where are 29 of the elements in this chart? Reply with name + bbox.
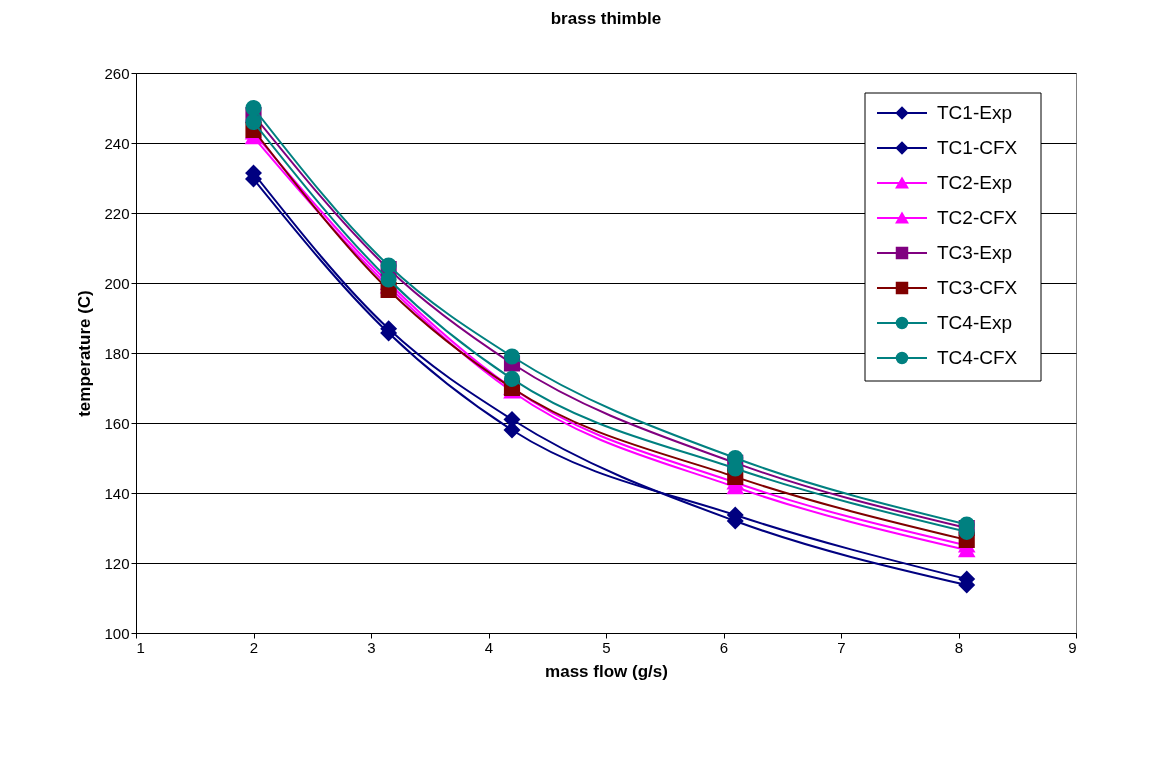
- x-tick-label: 3: [367, 638, 376, 656]
- y-tick-label: 180: [104, 344, 130, 362]
- x-axis-title: mass flow (g/s): [545, 661, 668, 681]
- x-tick-label: 2: [249, 638, 259, 656]
- y-tick-label: 100: [104, 624, 130, 642]
- chart-title: brass thimble: [550, 9, 662, 28]
- legend-label: TC4-CFX: [937, 347, 1018, 368]
- x-tick-label: 5: [602, 638, 611, 656]
- y-tick-label: 240: [104, 134, 130, 152]
- legend-label: TC3-Exp: [937, 242, 1012, 263]
- y-tick-label: 120: [104, 554, 130, 572]
- y-tick-label: 260: [104, 64, 130, 82]
- legend-label: TC3-CFX: [937, 277, 1018, 298]
- x-tick-label: 7: [837, 638, 846, 656]
- legend-label: TC2-CFX: [937, 207, 1018, 228]
- x-tick-label: 1: [136, 638, 145, 656]
- x-tick-label: 4: [484, 638, 494, 656]
- y-tick-label: 200: [104, 274, 130, 292]
- y-axis-title: temperature (C): [75, 290, 95, 417]
- legend-label: TC4-Exp: [937, 312, 1012, 333]
- y-tick-label: 140: [104, 484, 130, 502]
- y-tick-label: 220: [104, 204, 130, 222]
- x-tick-label: 8: [954, 638, 964, 656]
- legend-label: TC2-Exp: [937, 172, 1012, 193]
- legend-label: TC1-Exp: [937, 102, 1012, 123]
- y-tick-label: 160: [104, 414, 130, 432]
- x-tick-label: 9: [1068, 638, 1077, 656]
- x-tick-label: 6: [719, 638, 729, 656]
- legend-label: TC1-CFX: [937, 137, 1018, 158]
